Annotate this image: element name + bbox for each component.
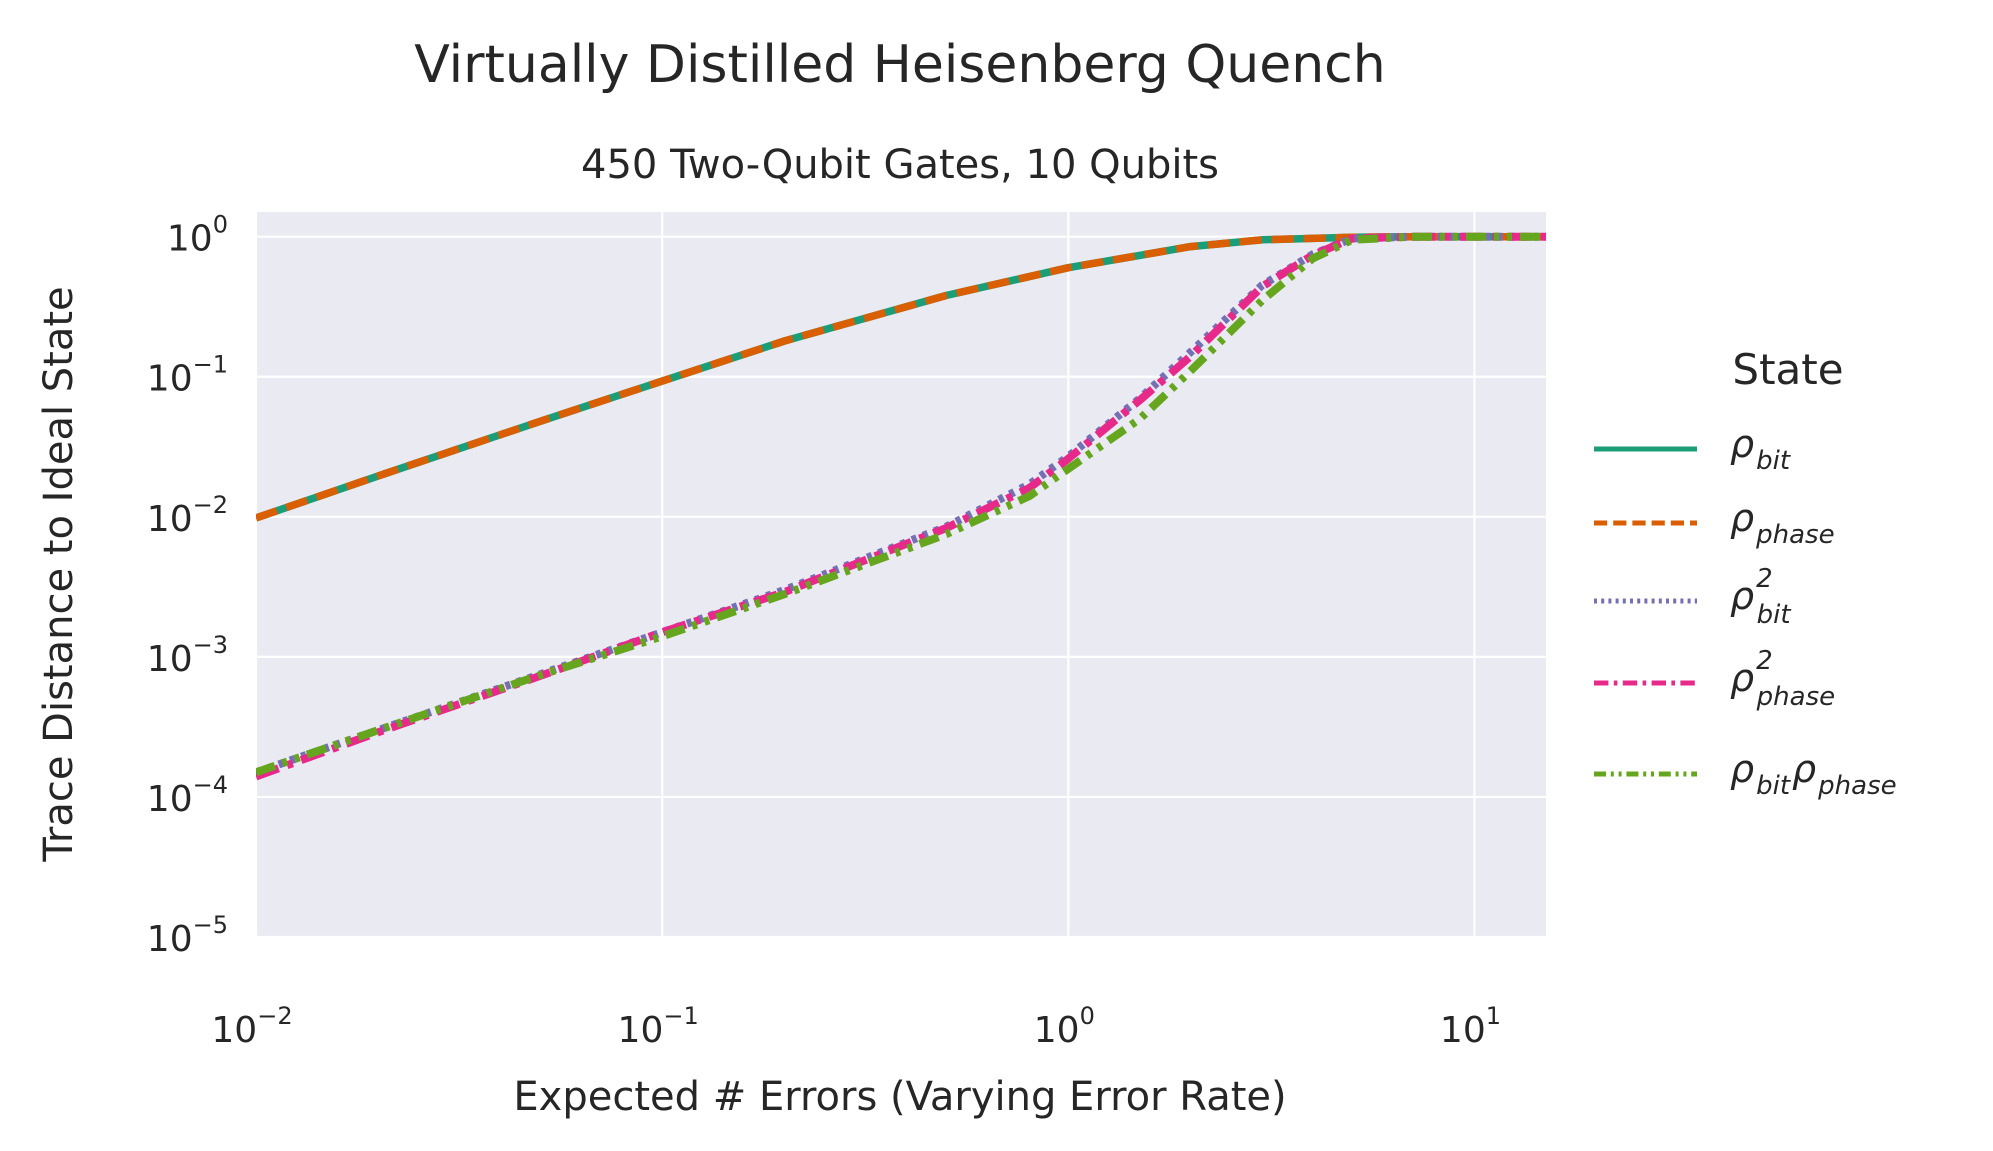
x-tick-label-1: 10−1 — [618, 1002, 699, 1051]
x-axis-label: Expected # Errors (Varying Error Rate) — [513, 1074, 1286, 1120]
chart-subtitle: 450 Two-Qubit Gates, 10 Qubits — [581, 142, 1219, 188]
legend-title: State — [1732, 345, 1843, 394]
series-lines — [256, 232, 1546, 781]
legend-label-1: ρphase — [1730, 496, 1835, 550]
plot-area — [256, 212, 1546, 937]
legend-label-3: ρ2 phase — [1730, 646, 1835, 712]
legend-label-0: ρbit — [1730, 422, 1791, 476]
x-tick-label-2: 100 — [1034, 1002, 1095, 1051]
x-tick-label-0: 10−2 — [211, 1002, 292, 1051]
legend-label-4: ρbitρphase — [1730, 747, 1897, 801]
series-line-1 — [256, 232, 1546, 522]
y-tick-label-2: 10−2 — [147, 491, 228, 540]
y-tick-label-1: 10−1 — [147, 351, 228, 400]
grid-lines — [254, 212, 1546, 939]
y-tick-labels: 100 10−1 10−2 10−3 10−4 10−5 — [147, 211, 228, 960]
y-tick-label-3: 10−3 — [147, 631, 228, 680]
y-tick-label-5: 10−5 — [147, 911, 228, 960]
y-tick-label-4: 10−4 — [147, 771, 228, 820]
y-tick-label-0: 100 — [167, 211, 228, 260]
x-tick-label-3: 101 — [1440, 1002, 1501, 1051]
chart-title: Virtually Distilled Heisenberg Quench — [414, 35, 1385, 95]
y-axis-label: Trace Distance to Ideal State — [36, 286, 82, 862]
legend-label-2: ρ2 bit — [1730, 564, 1791, 630]
x-tick-labels: 10−2 10−1 100 101 — [211, 1002, 1501, 1051]
series-line-3 — [256, 232, 1546, 781]
